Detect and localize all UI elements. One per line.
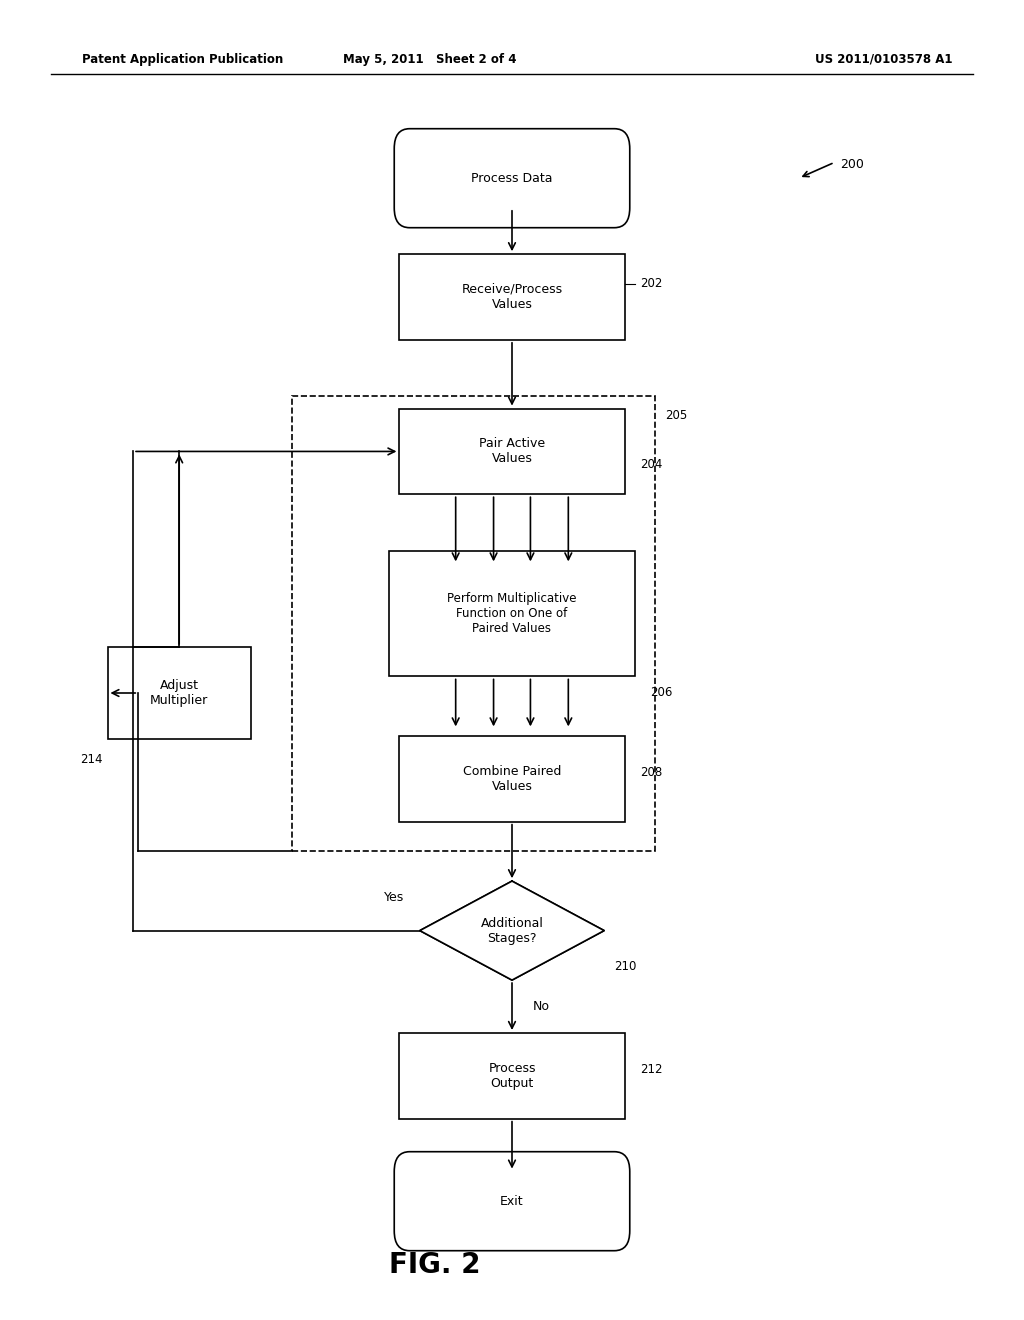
Text: FIG. 2: FIG. 2	[389, 1250, 480, 1279]
FancyBboxPatch shape	[389, 552, 635, 676]
FancyBboxPatch shape	[399, 253, 625, 339]
Text: No: No	[532, 1001, 550, 1012]
Text: 205: 205	[666, 409, 688, 422]
FancyBboxPatch shape	[399, 1032, 625, 1119]
FancyBboxPatch shape	[399, 408, 625, 494]
Text: 200: 200	[840, 158, 863, 172]
Text: Yes: Yes	[384, 891, 404, 904]
Text: Combine Paired
Values: Combine Paired Values	[463, 764, 561, 793]
Text: Additional
Stages?: Additional Stages?	[480, 916, 544, 945]
Text: Patent Application Publication: Patent Application Publication	[82, 53, 284, 66]
FancyBboxPatch shape	[108, 647, 251, 739]
Text: 214: 214	[80, 752, 102, 766]
FancyBboxPatch shape	[394, 1151, 630, 1251]
Text: 210: 210	[614, 961, 637, 973]
Text: 204: 204	[640, 458, 663, 471]
Text: 202: 202	[640, 277, 663, 290]
FancyBboxPatch shape	[394, 129, 630, 227]
Text: US 2011/0103578 A1: US 2011/0103578 A1	[815, 53, 952, 66]
Text: Exit: Exit	[500, 1195, 524, 1208]
Text: 212: 212	[640, 1063, 663, 1076]
Text: Adjust
Multiplier: Adjust Multiplier	[151, 678, 208, 708]
Text: Perform Multiplicative
Function on One of
Paired Values: Perform Multiplicative Function on One o…	[447, 593, 577, 635]
Text: 206: 206	[650, 686, 673, 700]
Text: Process Data: Process Data	[471, 172, 553, 185]
Text: Receive/Process
Values: Receive/Process Values	[462, 282, 562, 312]
Text: May 5, 2011   Sheet 2 of 4: May 5, 2011 Sheet 2 of 4	[343, 53, 517, 66]
Text: Pair Active
Values: Pair Active Values	[479, 437, 545, 466]
Text: 208: 208	[640, 766, 663, 779]
FancyBboxPatch shape	[399, 737, 625, 821]
Text: Process
Output: Process Output	[488, 1061, 536, 1090]
Polygon shape	[420, 882, 604, 979]
